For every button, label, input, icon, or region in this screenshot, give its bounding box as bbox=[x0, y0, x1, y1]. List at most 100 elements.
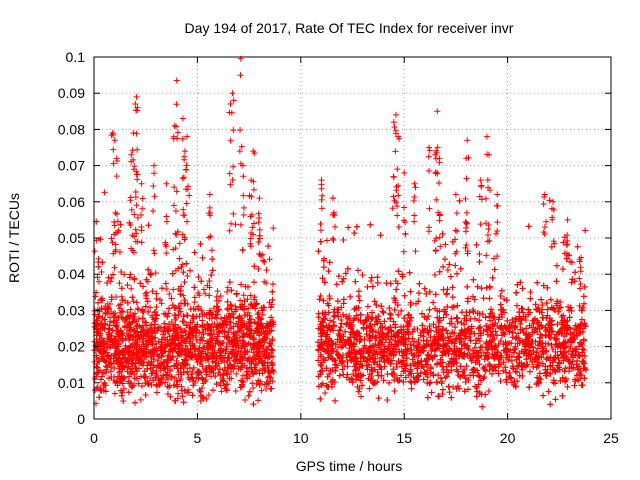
data-point bbox=[226, 279, 233, 286]
data-point bbox=[240, 292, 247, 299]
data-point bbox=[227, 319, 234, 326]
data-point bbox=[267, 385, 274, 392]
data-point bbox=[558, 313, 565, 320]
data-point bbox=[218, 388, 225, 395]
data-point bbox=[111, 264, 118, 271]
data-point bbox=[258, 387, 265, 394]
data-point bbox=[226, 324, 233, 331]
data-point bbox=[232, 388, 239, 395]
data-point bbox=[454, 302, 461, 309]
data-point bbox=[118, 392, 125, 399]
data-point bbox=[96, 394, 103, 401]
data-point bbox=[153, 295, 160, 302]
data-point bbox=[266, 256, 273, 263]
data-point bbox=[111, 222, 118, 229]
data-point bbox=[191, 299, 198, 306]
data-point bbox=[243, 368, 250, 375]
data-point bbox=[407, 378, 414, 385]
data-point bbox=[245, 392, 252, 399]
data-point bbox=[536, 370, 543, 377]
data-point bbox=[198, 278, 205, 285]
data-point bbox=[369, 283, 376, 290]
data-point bbox=[180, 399, 187, 406]
data-point bbox=[582, 227, 589, 234]
data-point bbox=[351, 230, 358, 237]
data-point bbox=[325, 268, 332, 275]
data-point bbox=[143, 289, 150, 296]
data-point bbox=[232, 221, 239, 228]
data-point bbox=[108, 275, 115, 282]
data-point bbox=[428, 389, 435, 396]
data-point bbox=[127, 271, 134, 278]
chart-title: Day 194 of 2017, Rate Of TEC Index for r… bbox=[185, 20, 514, 36]
data-point bbox=[572, 269, 579, 276]
data-point bbox=[91, 248, 98, 255]
data-point bbox=[132, 399, 139, 406]
data-point bbox=[514, 369, 521, 376]
data-point bbox=[269, 288, 276, 295]
data-point bbox=[453, 270, 460, 277]
data-point bbox=[440, 263, 447, 270]
data-point bbox=[390, 318, 397, 325]
data-point bbox=[147, 271, 154, 278]
data-point bbox=[162, 280, 169, 287]
data-point bbox=[249, 380, 256, 387]
data-point bbox=[170, 286, 177, 293]
data-point bbox=[261, 258, 268, 265]
data-point bbox=[197, 388, 204, 395]
data-point bbox=[125, 389, 132, 396]
data-point bbox=[137, 280, 144, 287]
data-point bbox=[227, 301, 234, 308]
data-point bbox=[199, 254, 206, 261]
data-point bbox=[526, 368, 533, 375]
data-point bbox=[94, 369, 101, 376]
data-point bbox=[183, 260, 190, 267]
data-point bbox=[482, 391, 489, 398]
data-point bbox=[186, 192, 193, 199]
data-point bbox=[193, 337, 200, 344]
data-point bbox=[197, 240, 204, 247]
data-point bbox=[184, 312, 191, 319]
data-point bbox=[111, 390, 118, 397]
data-point bbox=[195, 273, 202, 280]
data-point bbox=[116, 280, 123, 287]
data-point bbox=[128, 285, 135, 292]
data-point bbox=[97, 236, 104, 243]
data-point bbox=[131, 275, 138, 282]
data-point bbox=[118, 285, 125, 292]
data-point bbox=[141, 374, 148, 381]
data-point bbox=[107, 278, 114, 285]
data-point bbox=[224, 298, 231, 305]
data-point bbox=[255, 239, 262, 246]
data-point bbox=[99, 259, 106, 266]
data-point bbox=[95, 278, 102, 285]
data-point bbox=[268, 304, 275, 311]
data-point bbox=[571, 382, 578, 389]
data-point bbox=[158, 300, 165, 307]
data-point bbox=[503, 297, 510, 304]
data-point bbox=[233, 370, 240, 377]
data-point bbox=[454, 383, 461, 390]
data-point bbox=[470, 276, 477, 283]
data-point bbox=[185, 386, 192, 393]
data-point bbox=[242, 397, 249, 404]
data-point bbox=[230, 314, 237, 321]
data-point bbox=[120, 397, 127, 404]
data-point bbox=[250, 385, 257, 392]
data-point bbox=[316, 296, 323, 303]
data-point bbox=[165, 310, 172, 317]
data-point bbox=[269, 347, 276, 354]
data-point bbox=[172, 208, 179, 215]
data-point bbox=[208, 272, 215, 279]
data-point bbox=[213, 381, 220, 388]
data-point bbox=[213, 314, 220, 321]
data-point bbox=[480, 295, 487, 302]
data-point bbox=[95, 263, 102, 270]
data-point bbox=[250, 401, 257, 408]
data-point bbox=[246, 388, 253, 395]
data-point bbox=[232, 303, 239, 310]
data-point bbox=[557, 298, 564, 305]
data-point bbox=[270, 281, 277, 288]
